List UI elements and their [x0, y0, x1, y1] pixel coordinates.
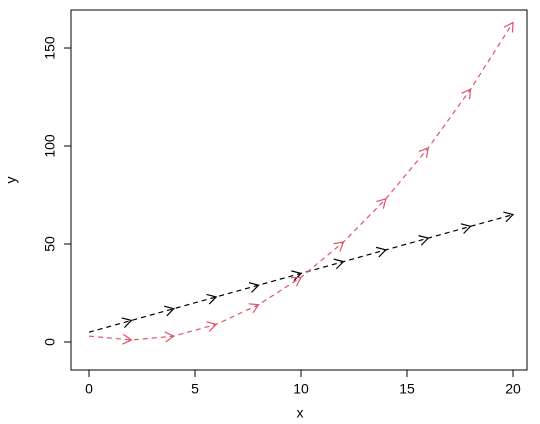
arrow-head: [333, 258, 345, 270]
arrow-head: [248, 303, 260, 314]
arrow-head: [248, 282, 260, 293]
series-line: [88, 22, 514, 341]
y-tick-label: 100: [42, 134, 58, 158]
arrow-head: [163, 305, 175, 317]
arrow-head: [375, 246, 387, 258]
x-tick-label: 15: [399, 381, 415, 397]
y-tick-label: 0: [42, 338, 58, 346]
arrow-head: [461, 88, 472, 100]
arrow-head: [121, 317, 133, 328]
arrow-head: [503, 211, 515, 223]
arrow-head: [333, 241, 345, 252]
plot-box: [70, 9, 528, 371]
arrow-head: [503, 21, 514, 33]
arrow-head: [418, 235, 430, 246]
x-tick-label: 5: [191, 381, 199, 397]
x-tick-label: 0: [85, 381, 93, 397]
arrow-head: [460, 223, 472, 234]
arrow-head: [418, 147, 429, 158]
arrow-head: [122, 333, 133, 345]
y-tick-label: 150: [42, 36, 58, 60]
x-tick-label: 20: [505, 381, 521, 397]
arrow-head: [376, 198, 387, 209]
y-axis-label: y: [3, 177, 19, 184]
y-tick-label: 50: [42, 236, 58, 252]
arrow-head: [164, 331, 176, 343]
x-axis-label: x: [297, 405, 304, 421]
arrow-head: [206, 293, 218, 305]
arrow-head: [206, 321, 218, 332]
x-tick-label: 10: [293, 381, 309, 397]
arrow-head: [290, 276, 303, 287]
